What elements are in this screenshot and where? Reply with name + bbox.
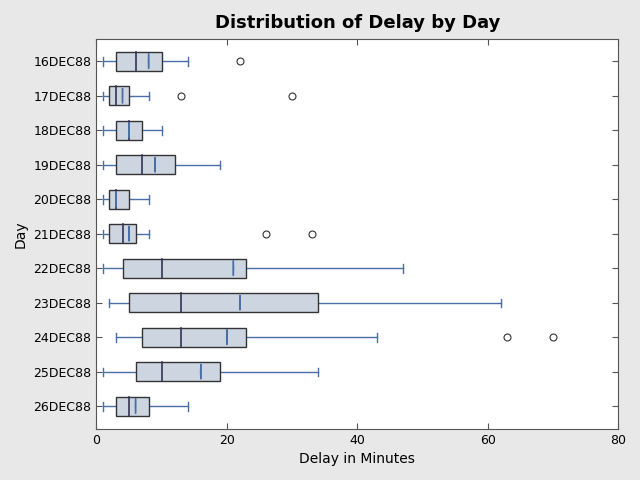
Bar <box>136 362 220 381</box>
Bar <box>116 397 148 416</box>
Bar <box>109 224 136 243</box>
Y-axis label: Day: Day <box>14 220 28 248</box>
X-axis label: Delay in Minutes: Delay in Minutes <box>300 452 415 466</box>
Bar <box>116 52 162 71</box>
Bar <box>122 259 246 278</box>
Bar <box>109 86 129 106</box>
Bar <box>116 121 142 140</box>
Title: Distribution of Delay by Day: Distribution of Delay by Day <box>214 14 500 32</box>
Bar <box>109 190 129 209</box>
Bar <box>142 328 246 347</box>
Bar <box>129 293 318 312</box>
Bar <box>116 156 175 174</box>
